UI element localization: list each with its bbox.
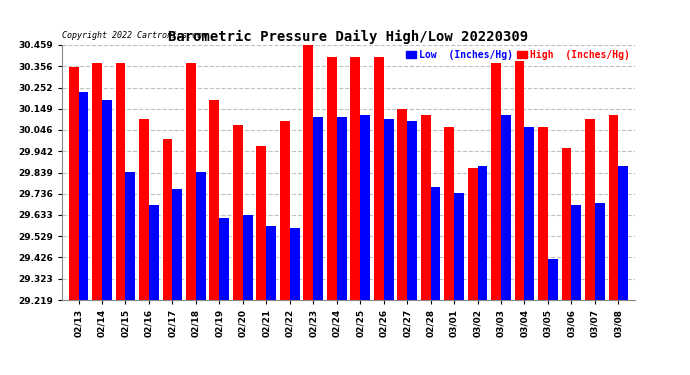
Bar [69,68,79,300]
Bar [196,172,206,300]
Bar [548,259,558,300]
Bar [257,146,266,300]
Bar [524,127,534,300]
Bar [351,57,360,300]
Bar [468,168,477,300]
Bar [280,121,290,300]
Bar [116,63,126,300]
Bar [313,117,323,300]
Bar [149,205,159,300]
Bar [233,125,243,300]
Bar [304,45,313,300]
Bar [139,119,149,300]
Bar [562,148,571,300]
Bar [337,117,346,300]
Bar [609,115,618,300]
Bar [374,57,384,300]
Bar [92,63,102,300]
Bar [421,115,431,300]
Bar [618,166,628,300]
Bar [172,189,182,300]
Bar [290,228,299,300]
Bar [477,166,487,300]
Text: Copyright 2022 Cartronics.com: Copyright 2022 Cartronics.com [62,31,207,40]
Bar [210,100,219,300]
Bar [102,100,112,300]
Bar [515,61,524,300]
Bar [585,119,595,300]
Bar [266,226,276,300]
Title: Barometric Pressure Daily High/Low 20220309: Barometric Pressure Daily High/Low 20220… [168,30,529,44]
Bar [79,92,88,300]
Bar [397,108,407,300]
Bar [444,127,454,300]
Bar [538,127,548,300]
Bar [219,217,229,300]
Bar [595,203,604,300]
Bar [243,216,253,300]
Bar [163,140,172,300]
Bar [360,115,370,300]
Bar [126,172,135,300]
Bar [327,57,337,300]
Bar [186,63,196,300]
Bar [431,187,440,300]
Bar [571,205,581,300]
Bar [384,119,393,300]
Bar [454,193,464,300]
Legend: Low  (Inches/Hg), High  (Inches/Hg): Low (Inches/Hg), High (Inches/Hg) [406,50,630,60]
Bar [491,63,501,300]
Bar [501,115,511,300]
Bar [407,121,417,300]
